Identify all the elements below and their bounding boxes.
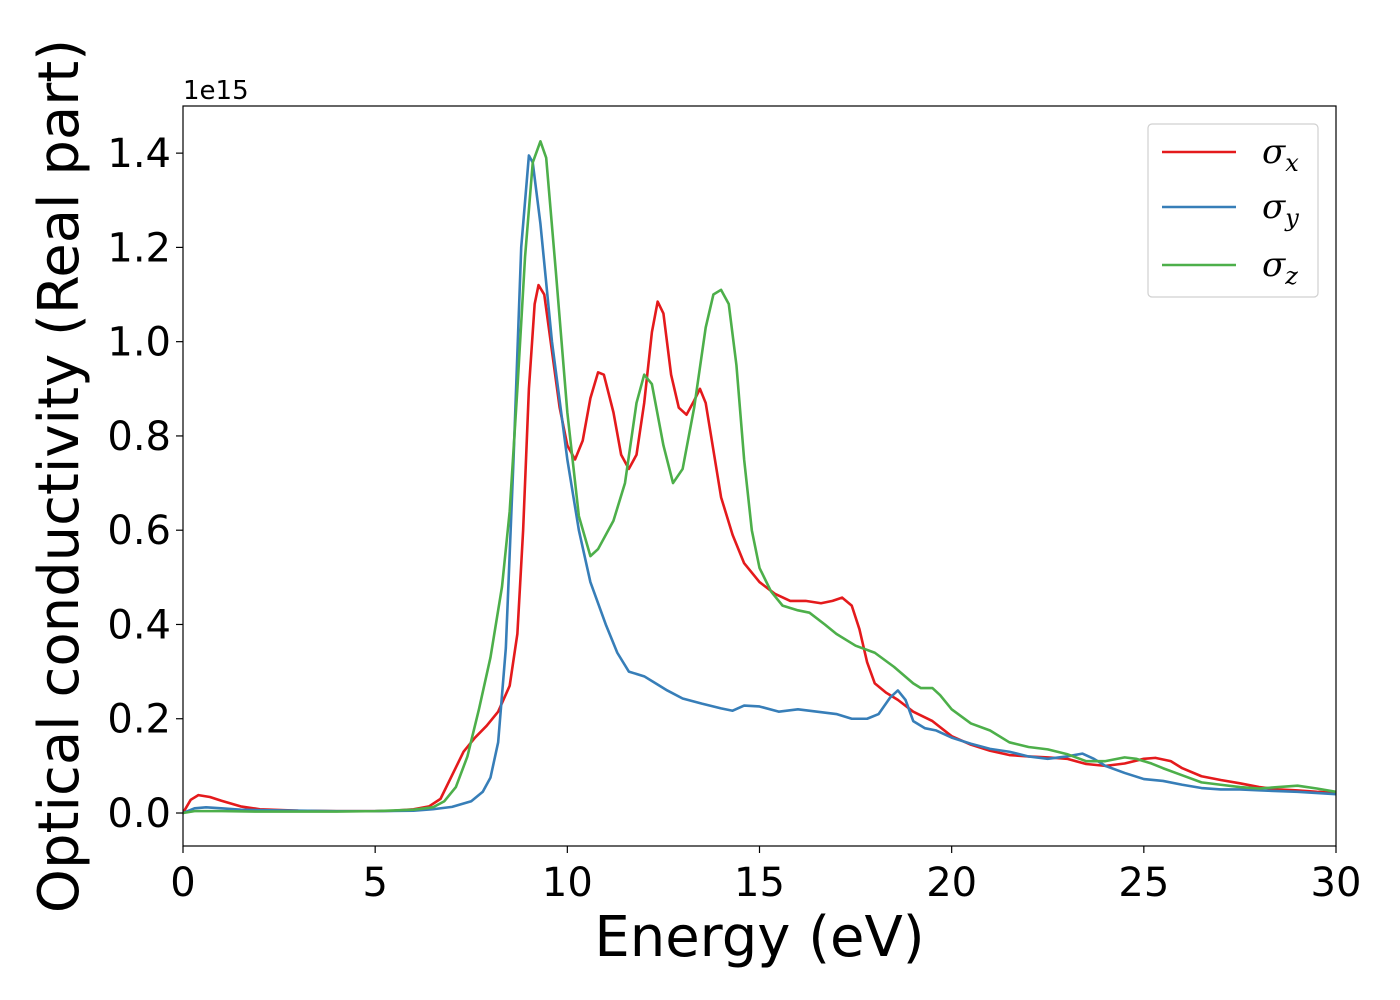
series-line-y bbox=[183, 154, 1336, 815]
x-tick-label: 15 bbox=[734, 860, 785, 906]
y-tick-label: 0.2 bbox=[107, 697, 171, 743]
x-tick-label: 30 bbox=[1311, 860, 1362, 906]
y-tick-label: 1.4 bbox=[107, 131, 171, 177]
legend-box bbox=[1147, 123, 1319, 298]
series-layer bbox=[183, 140, 1336, 815]
y-tick-label: 1.2 bbox=[107, 225, 171, 271]
y-tick-label: 0.0 bbox=[107, 791, 171, 837]
x-tick-label: 5 bbox=[362, 860, 387, 906]
series-line-z bbox=[183, 140, 1336, 815]
y-tick-label: 0.4 bbox=[107, 602, 171, 648]
x-axis-title: Energy (eV) bbox=[594, 905, 924, 970]
x-tick-label: 20 bbox=[926, 860, 977, 906]
series-line-x bbox=[183, 283, 1336, 815]
y-tick-label: 1.0 bbox=[107, 320, 171, 366]
y-axis-title: Optical conductivity (Real part) bbox=[27, 39, 92, 913]
y-tick-label: 0.8 bbox=[107, 414, 171, 460]
x-tick-label: 0 bbox=[170, 860, 195, 906]
x-tick-label: 10 bbox=[542, 860, 593, 906]
x-axis: 0 5 10 15 20 25 30 bbox=[170, 846, 1361, 906]
y-tick-label: 0.6 bbox=[107, 508, 171, 554]
x-tick-label: 25 bbox=[1118, 860, 1169, 906]
y-offset-text: 1e15 bbox=[183, 76, 249, 106]
y-axis: 0.0 0.2 0.4 0.6 0.8 1.0 1.2 1.4 bbox=[107, 131, 183, 837]
